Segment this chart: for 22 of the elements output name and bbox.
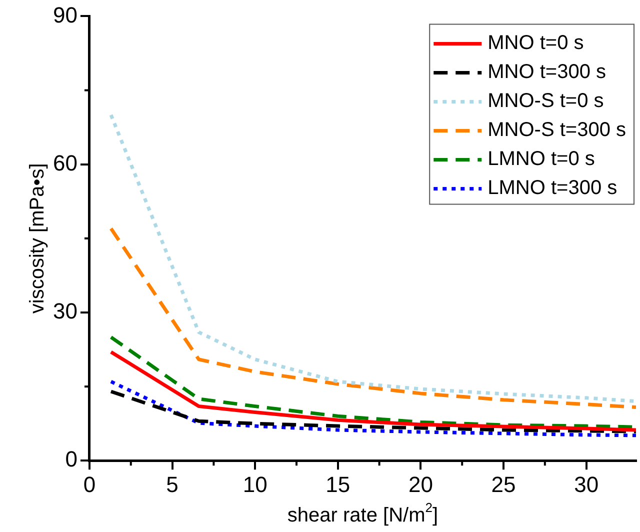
y-axis-title: viscosity [mPa•s] <box>26 163 49 314</box>
legend-label: MNO t=0 s <box>488 32 584 54</box>
x-tick-label: 5 <box>166 472 178 497</box>
x-tick-label: 30 <box>574 472 599 497</box>
x-tick-label: 10 <box>242 472 268 497</box>
x-tick-label: 25 <box>491 472 516 497</box>
y-tick-label: 30 <box>52 298 78 324</box>
legend-label: MNO t=300 s <box>488 61 606 84</box>
legend-label: MNO-S t=0 s <box>488 90 604 112</box>
legend-label: MNO-S t=300 s <box>488 119 626 142</box>
line-series <box>109 380 636 438</box>
x-tick-label: 20 <box>408 472 433 497</box>
line-series <box>109 113 636 404</box>
legend-label: LMNO t=300 s <box>488 177 618 200</box>
x-tick-label: 0 <box>83 472 96 497</box>
y-tick-label: 90 <box>52 2 78 28</box>
line-series <box>109 390 636 434</box>
x-tick-label: 15 <box>326 472 350 497</box>
y-tick-label: 0 <box>65 446 78 472</box>
y-tick-label: 60 <box>52 150 78 176</box>
legend-label: LMNO t=0 s <box>488 148 595 170</box>
line-series <box>109 226 636 410</box>
